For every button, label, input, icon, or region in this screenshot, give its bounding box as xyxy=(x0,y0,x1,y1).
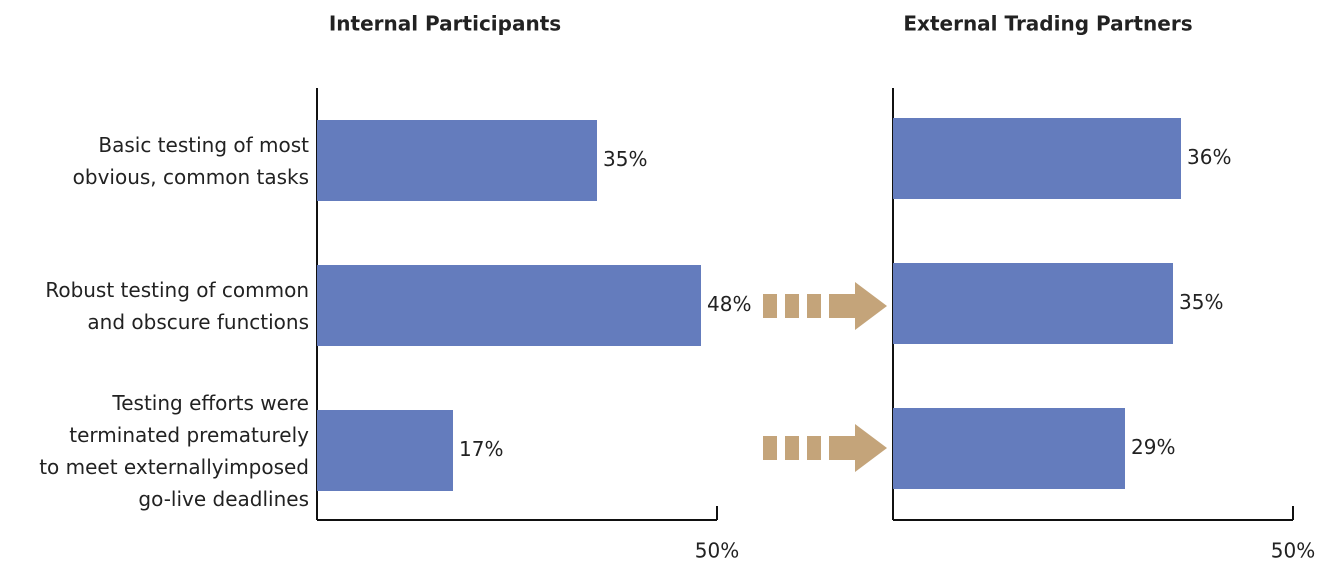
value-label: 36% xyxy=(1187,145,1231,169)
bar xyxy=(317,120,597,201)
x-tick-label: 50% xyxy=(695,539,739,563)
arrow xyxy=(763,424,887,472)
arrow xyxy=(763,282,887,330)
bar xyxy=(317,265,701,346)
value-label: 17% xyxy=(459,437,503,461)
bar xyxy=(317,410,453,491)
chart-title: External Trading Partners xyxy=(903,12,1192,36)
value-label: 29% xyxy=(1131,435,1175,459)
category-label: Robust testing of common and obscure fun… xyxy=(45,277,309,334)
value-label: 35% xyxy=(1179,290,1223,314)
x-tick-label: 50% xyxy=(1271,539,1315,563)
chart-title: Internal Participants xyxy=(329,12,561,36)
category-label: Testing efforts were terminated prematur… xyxy=(39,390,309,511)
bar xyxy=(893,118,1181,199)
bar xyxy=(893,408,1125,489)
value-label: 35% xyxy=(603,147,647,171)
value-label: 48% xyxy=(707,292,751,316)
category-label: Basic testing of most obvious, common ta… xyxy=(72,132,309,189)
bar xyxy=(893,263,1173,344)
